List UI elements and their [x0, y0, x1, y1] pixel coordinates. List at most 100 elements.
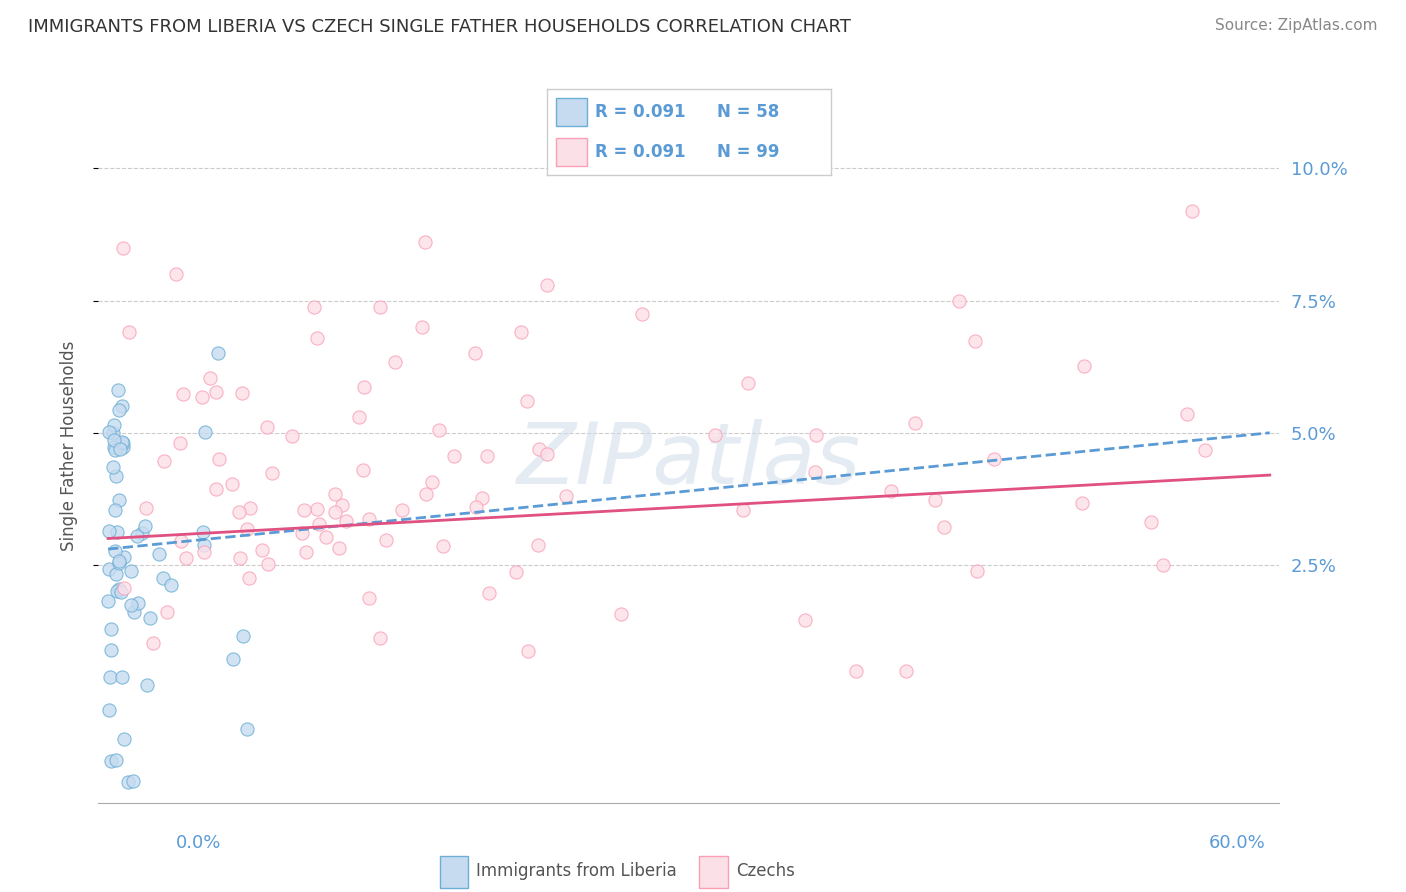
Point — [221, 477, 243, 491]
Point — [136, 678, 159, 692]
Point — [291, 526, 314, 541]
Point — [100, 643, 122, 657]
Point — [194, 425, 217, 440]
Point — [191, 524, 214, 539]
Point — [359, 512, 381, 526]
Point — [104, 442, 127, 457]
Point — [252, 542, 274, 557]
Point — [704, 427, 727, 442]
Point — [122, 606, 145, 620]
Text: 0.0%: 0.0% — [176, 834, 221, 852]
Point — [231, 385, 253, 400]
Point — [238, 500, 260, 515]
Point — [966, 564, 988, 578]
Point — [104, 753, 127, 767]
Text: ZIPatlas: ZIPatlas — [517, 418, 860, 502]
Point — [464, 346, 486, 360]
Point — [205, 483, 228, 497]
Point — [465, 500, 488, 514]
Point — [139, 611, 162, 625]
Point — [420, 475, 443, 489]
Y-axis label: Single Father Households: Single Father Households — [59, 341, 77, 551]
Point — [104, 468, 127, 483]
Point — [98, 562, 121, 576]
Point — [135, 501, 157, 516]
Point — [127, 529, 149, 543]
Point — [222, 652, 245, 666]
Point — [110, 442, 132, 457]
Text: Source: ZipAtlas.com: Source: ZipAtlas.com — [1215, 18, 1378, 33]
Point — [148, 547, 170, 561]
Point — [111, 440, 134, 454]
Point — [793, 613, 815, 627]
Point — [1175, 407, 1198, 421]
Point — [101, 459, 124, 474]
Point — [1140, 516, 1163, 530]
Point — [97, 594, 120, 608]
Point — [529, 442, 551, 457]
Point — [1070, 496, 1092, 510]
Point — [374, 533, 396, 547]
Point — [1194, 443, 1216, 458]
Point — [200, 371, 222, 385]
Point — [134, 518, 156, 533]
Point — [510, 326, 533, 340]
Point — [104, 503, 127, 517]
Point — [118, 325, 141, 339]
Point — [191, 390, 214, 404]
Point — [527, 538, 550, 552]
Point — [156, 606, 179, 620]
Point — [427, 423, 450, 437]
Point — [142, 636, 165, 650]
Point — [323, 487, 346, 501]
Point — [305, 501, 328, 516]
Point — [108, 554, 131, 568]
Point — [353, 380, 375, 394]
Point — [505, 565, 527, 579]
Point — [100, 754, 122, 768]
Point — [111, 400, 134, 414]
Point — [110, 585, 132, 599]
Point — [1181, 203, 1204, 218]
Point — [117, 775, 139, 789]
Point — [172, 387, 194, 401]
Point — [105, 524, 128, 539]
Point — [193, 538, 215, 552]
Point — [160, 578, 183, 592]
Point — [97, 703, 120, 717]
Point — [315, 530, 337, 544]
Point — [100, 622, 122, 636]
Point — [103, 440, 125, 454]
Point — [112, 436, 135, 450]
Point — [114, 581, 136, 595]
Point — [120, 564, 142, 578]
Point — [904, 416, 927, 430]
Point — [384, 355, 406, 369]
Point — [359, 591, 381, 605]
Point — [165, 267, 187, 281]
Point — [170, 534, 193, 549]
Point — [924, 492, 946, 507]
Point — [107, 384, 129, 398]
Point — [169, 435, 191, 450]
Point — [934, 520, 956, 534]
Text: IMMIGRANTS FROM LIBERIA VS CZECH SINGLE FATHER HOUSEHOLDS CORRELATION CHART: IMMIGRANTS FROM LIBERIA VS CZECH SINGLE … — [28, 18, 851, 36]
Point — [110, 670, 132, 684]
Point — [610, 607, 633, 621]
Point — [328, 541, 350, 555]
Point — [205, 385, 228, 400]
Point — [262, 466, 284, 480]
Point — [228, 505, 250, 519]
Point — [516, 394, 538, 409]
Point — [391, 503, 413, 517]
Point — [323, 505, 346, 519]
Point — [111, 434, 134, 449]
Point — [108, 556, 131, 570]
Point — [257, 558, 280, 572]
Point — [471, 491, 494, 505]
Point — [174, 551, 197, 566]
Point — [280, 429, 302, 443]
Point — [193, 545, 215, 559]
Point — [105, 584, 128, 599]
Point — [536, 447, 558, 461]
